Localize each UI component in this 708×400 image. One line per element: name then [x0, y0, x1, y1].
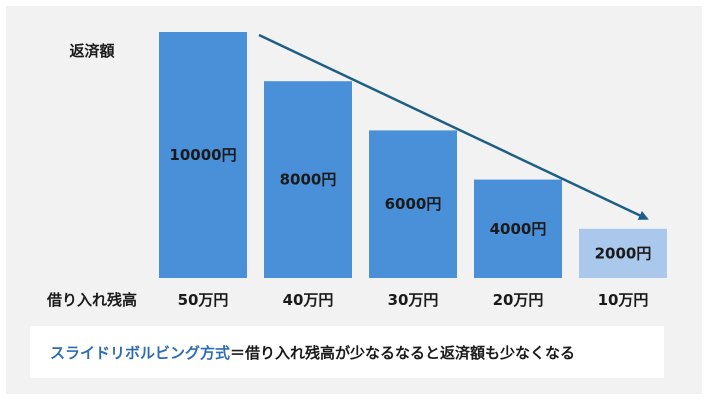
bar-value-label: 10000円: [169, 146, 236, 164]
bar-value-label: 6000円: [385, 195, 442, 213]
bar-20万円: [474, 179, 562, 278]
category-label: 10万円: [598, 291, 649, 309]
x-axis-title: 借り入れ残高: [46, 291, 137, 309]
category-label: 20万円: [493, 291, 544, 309]
bar-value-label: 2000円: [595, 244, 652, 262]
y-axis-title: 返済額: [69, 42, 114, 60]
bar-10万円: [579, 228, 667, 278]
category-label: 50万円: [178, 291, 229, 309]
bars-group: 10000円 50万円 8000円 40万円 6000円 30万円 4000円 20万円 200…: [159, 32, 667, 309]
trend-arrow: [258, 33, 649, 220]
bar-40万円: [264, 81, 352, 278]
bar-value-label: 4000円: [490, 220, 547, 238]
category-label: 30万円: [388, 291, 439, 309]
bar-50万円: [159, 32, 247, 278]
caption-term: スライドリボルビング方式: [50, 343, 231, 362]
caption-box: スライドリボルビング方式 ＝借り入れ残高が少なるなると返済額も少なくなる: [30, 326, 664, 378]
category-label: 40万円: [283, 291, 334, 309]
bar-30万円: [369, 130, 457, 278]
bar-value-label: 8000円: [280, 171, 337, 189]
caption-text: ＝借り入れ残高が少なるなると返済額も少なくなる: [230, 343, 576, 362]
